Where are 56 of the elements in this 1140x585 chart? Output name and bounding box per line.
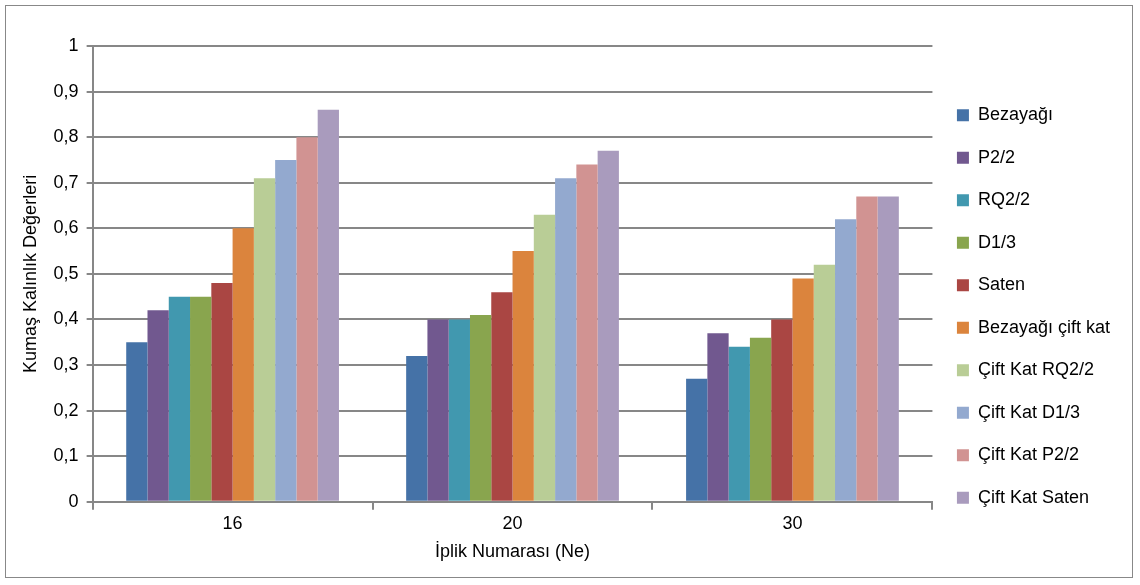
legend-label: Saten xyxy=(977,274,1025,295)
bar xyxy=(253,178,276,501)
bar xyxy=(555,178,577,501)
bar xyxy=(813,264,836,501)
y-tick-label: 0,5 xyxy=(53,262,79,283)
bar xyxy=(728,346,750,501)
bar xyxy=(147,310,169,501)
bar xyxy=(749,337,772,501)
bar xyxy=(877,196,899,501)
y-axis-title: Kumaş Kalınlık Değerleri xyxy=(19,174,40,373)
bar xyxy=(126,342,148,501)
y-tick-label: 0,6 xyxy=(53,217,79,238)
y-tick-label: 1 xyxy=(68,34,79,55)
bar xyxy=(406,355,428,501)
y-tick-label: 0,4 xyxy=(53,308,79,329)
bar xyxy=(448,319,470,501)
bar xyxy=(211,283,233,501)
bar xyxy=(533,214,556,501)
legend-label: Bezayağı xyxy=(977,104,1053,125)
bar xyxy=(296,137,318,501)
bar xyxy=(856,196,878,501)
x-axis-title: İplik Numarası (Ne) xyxy=(435,541,591,562)
y-tick-label: 0,2 xyxy=(53,399,79,420)
bar xyxy=(469,314,492,501)
bar xyxy=(168,296,191,501)
x-tick-label: 20 xyxy=(502,512,523,533)
bar xyxy=(275,159,297,501)
legend-label: Çift Kat P2/2 xyxy=(977,444,1079,465)
legend-label: P2/2 xyxy=(977,146,1015,167)
bar xyxy=(190,296,212,501)
legend-label: Çift Kat Saten xyxy=(977,486,1089,507)
bar xyxy=(576,164,598,501)
bar xyxy=(512,251,534,501)
bar xyxy=(491,292,513,501)
bar xyxy=(686,378,708,501)
legend-label: Bezayağı çift kat xyxy=(977,316,1111,337)
y-tick-label: 0,7 xyxy=(53,171,79,192)
bar xyxy=(317,109,339,501)
legend-label: D1/3 xyxy=(977,231,1016,252)
y-tick-label: 0,8 xyxy=(53,126,79,147)
bar xyxy=(597,150,619,501)
bar xyxy=(232,228,254,501)
y-tick-label: 0 xyxy=(68,490,79,511)
x-tick-label: 16 xyxy=(222,512,243,533)
y-tick-label: 0,1 xyxy=(53,445,79,466)
legend-label: RQ2/2 xyxy=(977,189,1030,210)
y-tick-label: 0,3 xyxy=(53,354,79,375)
legend-label: Çift Kat D1/3 xyxy=(977,401,1080,422)
bar xyxy=(427,319,449,501)
bar xyxy=(771,319,793,501)
legend-label: Çift Kat RQ2/2 xyxy=(977,359,1094,380)
bar xyxy=(792,278,814,501)
bar xyxy=(835,219,857,501)
bar xyxy=(707,333,729,501)
y-tick-label: 0,9 xyxy=(53,80,79,101)
x-tick-label: 30 xyxy=(782,512,803,533)
